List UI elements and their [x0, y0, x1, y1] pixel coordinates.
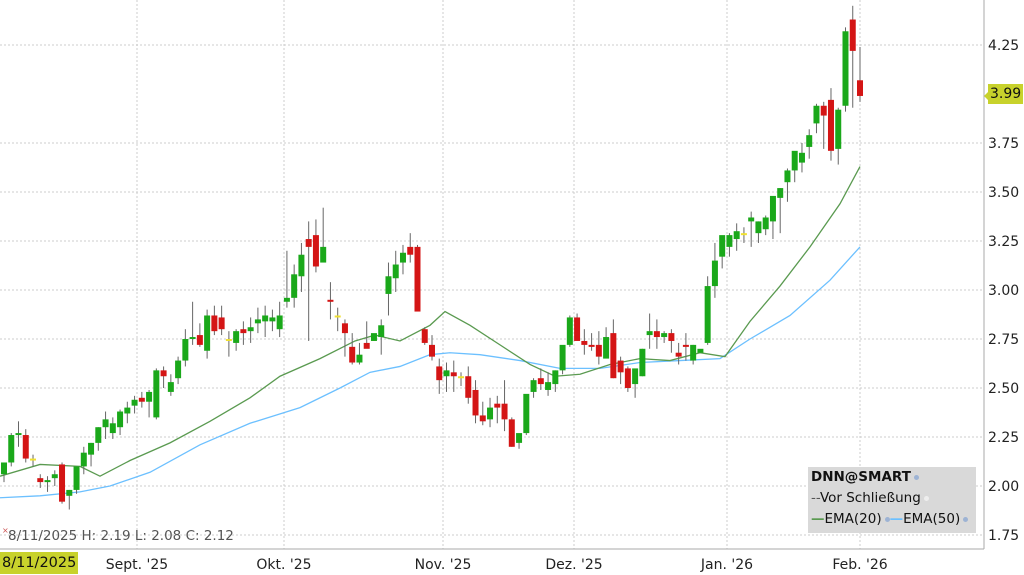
ema20-swatch-icon: —: [811, 511, 825, 527]
svg-text:Nov. '25: Nov. '25: [415, 557, 472, 573]
legend-symbol[interactable]: DNN@SMART: [811, 469, 919, 485]
svg-text:3.25: 3.25: [988, 234, 1019, 250]
close-crosshair-icon[interactable]: ×: [2, 526, 9, 535]
svg-text:Sept. '25: Sept. '25: [106, 557, 168, 573]
ema50-swatch-icon: —: [889, 511, 904, 527]
settings-dot-icon[interactable]: [913, 474, 919, 480]
svg-text:2.00: 2.00: [988, 479, 1019, 495]
svg-text:2.25: 2.25: [988, 430, 1019, 446]
legend-ema-row[interactable]: —EMA(20) —EMA(50): [811, 511, 969, 527]
svg-text:3.75: 3.75: [988, 136, 1019, 152]
svg-text:3.50: 3.50: [988, 185, 1019, 201]
ohlc-readout: 8/11/2025 H: 2.19 L: 2.08 C: 2.12: [8, 528, 234, 544]
legend-prev-close[interactable]: --Vor Schließung: [811, 490, 929, 506]
svg-text:2.50: 2.50: [988, 381, 1019, 397]
dashed-line-icon: --: [811, 490, 820, 506]
svg-text:3.00: 3.00: [988, 283, 1019, 299]
svg-text:Feb. '26: Feb. '26: [832, 557, 887, 573]
crosshair-date-badge: 8/11/2025: [0, 552, 79, 574]
svg-text:4.25: 4.25: [988, 38, 1019, 54]
svg-text:Okt. '25: Okt. '25: [256, 557, 311, 573]
settings-dot-icon[interactable]: [963, 516, 969, 522]
candles: [1, 5, 863, 510]
svg-text:1.75: 1.75: [988, 528, 1019, 544]
settings-dot-icon[interactable]: [923, 495, 929, 501]
settings-dot-icon[interactable]: [884, 516, 890, 522]
svg-text:Dez. '25: Dez. '25: [545, 557, 602, 573]
ema20-line: [0, 166, 861, 477]
last-price-badge: 3.99: [988, 84, 1024, 104]
ema50-line: [0, 246, 861, 499]
svg-text:Jan. '26: Jan. '26: [700, 557, 753, 573]
legend-box[interactable]: DNN@SMART --Vor Schließung —EMA(20) —EMA(…: [808, 467, 976, 533]
svg-text:2.75: 2.75: [988, 332, 1019, 348]
